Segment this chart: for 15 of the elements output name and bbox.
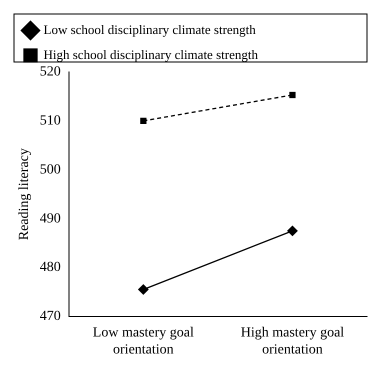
y-tick-label: 500 [40,162,61,178]
x-tick-label: High mastery goal orientation [240,325,344,358]
y-tick-label: 470 [40,309,61,324]
point [140,118,146,124]
legend-label: High school disciplinary climate strength [44,46,258,62]
y-tick-label: 490 [40,211,61,226]
point [138,284,148,295]
point [289,92,296,98]
y-axis-title: Reading literacy [17,148,32,240]
y-tick-label: 520 [40,64,61,80]
y-tick-label: 480 [40,260,61,276]
y-tick-label: 510 [40,114,61,129]
legend-label: Low school disciplinary climate strength [44,22,256,37]
point [287,226,298,236]
x-tick-label: Low mastery goal orientation [92,325,194,358]
